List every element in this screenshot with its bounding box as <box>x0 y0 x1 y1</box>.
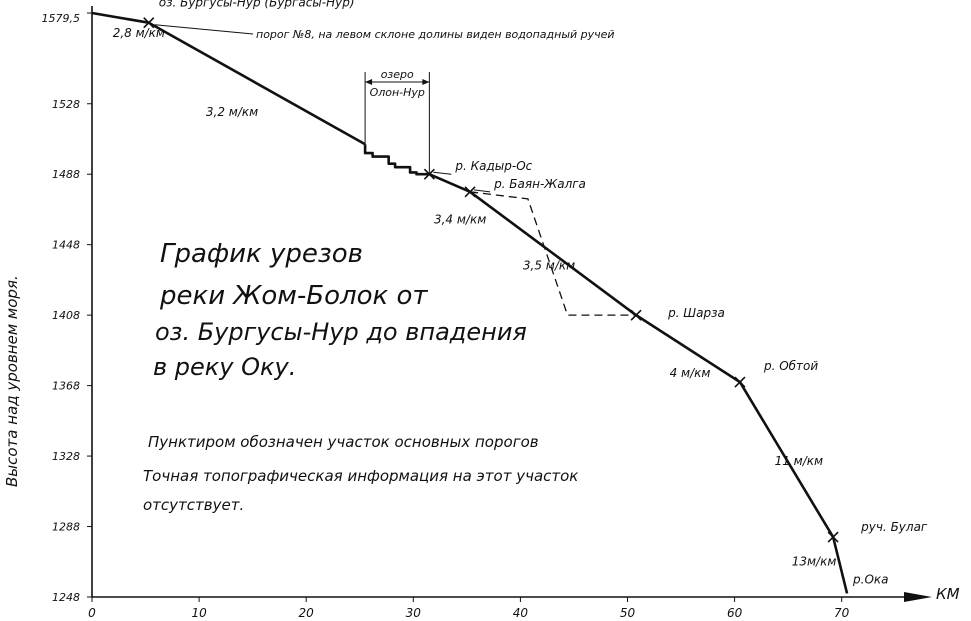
title-line-1: График урезов <box>160 239 363 269</box>
lake-label-bottom: Олон-Нур <box>370 86 425 99</box>
tributary-leader <box>474 189 491 193</box>
dashed-section-note: Пунктиром обозначен участок основных пор… <box>143 433 578 514</box>
x-tick-label: 10 <box>191 606 207 620</box>
y-ticks: 1579,5 1528 1488 1448 1408 1368 1328 1288 1248 <box>42 12 92 604</box>
tributary-label: р. Шарза <box>667 306 725 320</box>
dashed-rapids-section <box>469 191 637 316</box>
y-tick-label: 1248 <box>52 591 80 604</box>
tributary-label: р. Баян-Жалга <box>493 177 586 191</box>
slope-label: 3,2 м/км <box>206 105 258 119</box>
y-tick-label: 1528 <box>52 98 80 111</box>
tributary-marker <box>827 531 839 543</box>
threshold-note: порог №8, на левом склоне долины виден в… <box>256 28 615 41</box>
profile-line-lower <box>428 173 849 594</box>
x-tick-label: 70 <box>834 606 850 620</box>
y-tick-label: 1328 <box>52 450 80 463</box>
y-tick-label: 1488 <box>52 168 80 181</box>
x-tick-label: 0 <box>88 606 96 620</box>
slope-label: 3,5 м/км <box>523 258 575 272</box>
y-tick-label: 1408 <box>52 309 80 322</box>
tributary-marker <box>630 309 642 321</box>
y-tick-label: 1368 <box>52 380 80 393</box>
lake-label-top: озеро <box>381 68 414 81</box>
tributary-marker <box>143 17 155 29</box>
x-tick-label: 30 <box>406 606 422 620</box>
x-tick-label: 40 <box>513 606 529 620</box>
annotations: оз. Бургусы-Нур (Бургасы-Нур) р. Кадыр-Ос… <box>113 0 928 586</box>
lake-stepped-segment <box>363 144 430 176</box>
slope-label: 3,4 м/км <box>434 213 486 227</box>
x-tick-label: 60 <box>727 606 743 620</box>
y-tick-label: 1288 <box>52 521 80 534</box>
tributary-label: р. Кадыр-Ос <box>454 159 532 173</box>
x-axis-arrow <box>904 592 932 602</box>
title-line-4: в реку Оку. <box>153 353 296 381</box>
slope-label: 4 м/км <box>670 366 711 380</box>
axes: КМ Высота над уровнем моря. <box>3 6 960 603</box>
y-tick-label: 1579,5 <box>42 12 81 25</box>
tributary-leader <box>433 171 452 175</box>
tributary-label: руч. Булаг <box>860 520 928 534</box>
slope-label: 2,8 м/км <box>113 26 165 40</box>
tributary-marker <box>464 186 476 198</box>
x-ticks: 0 10 20 30 40 50 60 70 <box>88 597 850 620</box>
x-tick-label: 50 <box>620 606 636 620</box>
slope-label: 13м/км <box>792 554 837 568</box>
note-line-2: Точная топографическая информация на это… <box>143 467 578 485</box>
x-tick-label: 20 <box>299 606 315 620</box>
tributary-label: оз. Бургусы-Нур (Бургасы-Нур) <box>159 0 355 10</box>
y-tick-label: 1448 <box>52 239 80 252</box>
note-line-1: Пунктиром обозначен участок основных пор… <box>148 433 539 451</box>
threshold-leader <box>154 24 254 35</box>
lake-bracket-arrow-left <box>365 79 373 85</box>
tributary-label: р. Обтой <box>763 359 818 373</box>
title-line-3: оз. Бургусы-Нур до впадения <box>155 318 527 346</box>
slope-label: 11 м/км <box>775 454 823 468</box>
title-line-2: реки Жом-Болок от <box>159 281 428 311</box>
chart-title: График урезов реки Жом-Болок от оз. Бург… <box>153 239 527 381</box>
tributary-marker <box>734 376 746 388</box>
x-axis-label: КМ <box>936 585 960 603</box>
y-axis-label: Высота над уровнем моря. <box>3 275 21 487</box>
tributary-label: р.Ока <box>852 572 888 586</box>
note-line-3: отсутствует. <box>143 496 244 514</box>
lake-bracket-arrow-right <box>422 79 430 85</box>
